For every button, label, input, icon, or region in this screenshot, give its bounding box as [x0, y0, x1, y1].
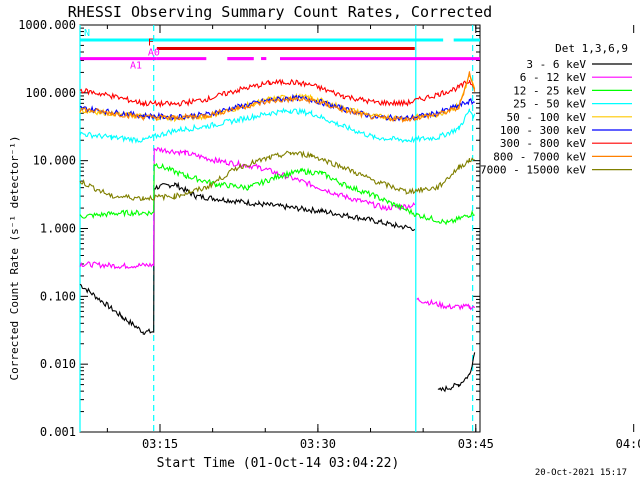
y-tick-label: 0.100	[40, 289, 76, 303]
plot-layer: 0.001 0.010 0.100 1.000 10.000 100.000 1000.00…	[18, 18, 640, 451]
y-tick-label: 0.001	[40, 425, 76, 439]
series-line-25-50-keV	[79, 107, 476, 144]
legend-label: 100 - 300 keV	[500, 124, 586, 137]
legend-title: Det 1,3,6,9	[555, 42, 628, 55]
legend-label: 3 - 6 keV	[526, 58, 586, 71]
series-line-6-12-keV	[79, 146, 476, 311]
y-axis-label: Corrected Count Rate (s⁻¹ detector⁻¹)	[8, 135, 21, 380]
series-line-3-6-keV	[79, 181, 476, 393]
state-label-A1: A1	[130, 61, 142, 72]
y-tick-label: 10.000	[33, 154, 76, 168]
legend-label: 50 - 100 keV	[507, 111, 587, 124]
x-tick-label: 03:30	[300, 437, 336, 451]
legend-label: 300 - 800 keV	[500, 137, 586, 150]
series-line-7000-15000-keV	[79, 150, 475, 202]
legend-label: 12 - 25 keV	[513, 84, 586, 97]
y-tick-label: 100.000	[25, 86, 76, 100]
x-axis-label: Start Time (01-Oct-14 03:04:22)	[157, 456, 400, 471]
state-label-F: F	[148, 38, 154, 49]
x-tick-label: 04:00	[616, 437, 640, 451]
series-line-800-7000-keV	[79, 71, 476, 123]
legend-label: 800 - 7000 keV	[493, 150, 586, 163]
timestamp: 20-Oct-2021 15:17	[535, 468, 627, 478]
state-label-A0: A0	[148, 48, 160, 59]
y-tick-label: 1000.000	[18, 18, 76, 32]
y-tick-label: 1.000	[40, 222, 76, 236]
x-tick-label: 03:15	[142, 437, 178, 451]
legend-label: 7000 - 15000 keV	[480, 164, 586, 177]
legend-label: 25 - 50 keV	[513, 98, 586, 111]
plot-frame	[79, 24, 481, 433]
chart-title: RHESSI Observing Summary Count Rates, Co…	[68, 3, 492, 21]
state-label-N: N	[84, 28, 90, 39]
x-tick-label: 03:45	[458, 437, 494, 451]
series-line-300-800-keV	[79, 78, 476, 109]
legend-label: 6 - 12 keV	[520, 71, 587, 84]
series-line-12-25-keV	[79, 162, 475, 226]
y-tick-label: 0.010	[40, 357, 76, 371]
